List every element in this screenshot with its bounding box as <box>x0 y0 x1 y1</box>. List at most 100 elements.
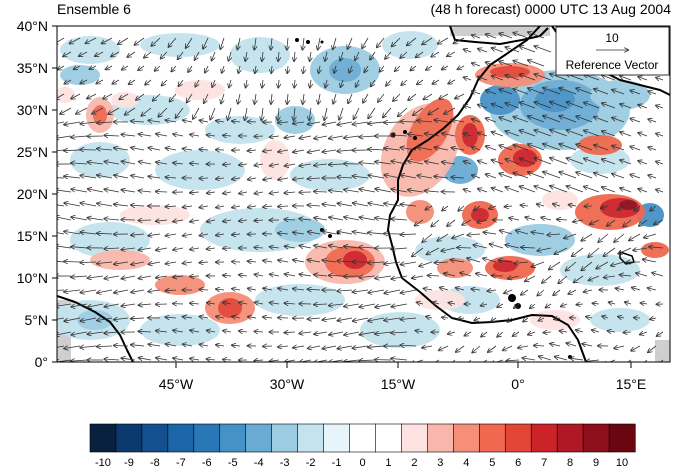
wind-vector <box>195 79 199 87</box>
wind-vector <box>71 93 81 99</box>
wind-vector <box>287 37 288 50</box>
wind-vector <box>532 232 545 234</box>
wind-vector <box>644 233 657 238</box>
wind-vector <box>451 359 456 362</box>
wind-vector <box>513 89 529 95</box>
wind-vector <box>338 346 353 349</box>
wind-vector <box>87 93 97 99</box>
wind-vector <box>248 150 257 151</box>
wind-vector <box>344 304 360 307</box>
wind-vector <box>359 360 376 361</box>
colorbar-swatch <box>115 423 143 453</box>
wind-vector <box>57 217 72 221</box>
wind-vector <box>593 303 600 304</box>
wind-vector <box>57 149 65 152</box>
colorbar-swatch <box>478 423 506 453</box>
wind-vector <box>254 247 264 248</box>
wind-vector <box>472 147 481 150</box>
wind-vector <box>584 187 600 193</box>
wind-vector <box>574 275 584 282</box>
wind-vector <box>401 79 408 85</box>
colorbar-label: -7 <box>176 457 186 469</box>
wind-vector <box>195 51 200 60</box>
wind-vector <box>499 61 513 67</box>
wind-vector <box>384 318 401 320</box>
wind-vector <box>114 318 129 320</box>
wind-vector <box>254 360 264 361</box>
wind-vector <box>70 37 81 44</box>
wind-vector <box>438 37 449 44</box>
wind-vector <box>607 219 616 226</box>
wind-vector <box>207 192 216 193</box>
wind-vector <box>338 318 353 321</box>
wind-vector <box>329 332 344 335</box>
wind-vector <box>245 51 247 61</box>
wind-vector <box>200 206 209 208</box>
wind-vector <box>521 205 529 206</box>
wind-vector <box>434 176 449 178</box>
wind-vector <box>412 247 424 256</box>
wind-vector <box>216 178 225 179</box>
wind-vector <box>474 205 481 210</box>
wind-vector <box>190 192 200 193</box>
wind-vector <box>408 161 424 165</box>
wind-vector <box>360 332 376 335</box>
wind-vector <box>368 262 385 263</box>
wind-vector <box>386 79 392 86</box>
wind-vector <box>638 161 648 164</box>
wind-vector <box>354 107 360 119</box>
wind-vector <box>261 107 263 120</box>
wind-vector <box>537 247 552 251</box>
wind-vector <box>64 122 81 125</box>
wind-vector <box>458 318 465 319</box>
wind-vector <box>648 119 657 122</box>
wind-vector <box>362 37 369 48</box>
wind-vector <box>448 80 456 84</box>
colorbar: -10 -9 -8 -7 -6 -5 -4 -3 -2 -1 0 1 2 3 4 5 6 7 8 9 10 <box>89 423 636 469</box>
wind-vector <box>97 346 113 347</box>
colorbar-label: 9 <box>593 457 599 469</box>
wind-vector <box>488 290 497 291</box>
wind-vector <box>400 122 417 123</box>
wind-vector <box>398 107 408 116</box>
wind-vector <box>437 233 449 241</box>
wind-vector <box>654 219 664 224</box>
wind-vector <box>248 206 257 207</box>
lon-label: 0° <box>511 376 524 392</box>
wind-vector <box>486 146 497 151</box>
wind-vector <box>170 93 177 102</box>
wind-vector <box>640 332 648 335</box>
wind-vector <box>416 331 424 332</box>
wind-vector <box>608 331 616 332</box>
lat-label: 0° <box>35 354 48 370</box>
wind-vector <box>491 359 504 362</box>
wind-vector <box>442 317 449 318</box>
wind-vector <box>131 345 145 346</box>
wind-vector <box>534 345 545 346</box>
colorbar-label: 5 <box>489 457 495 469</box>
wind-vector <box>576 172 593 179</box>
wind-vector <box>223 248 232 249</box>
wind-vector <box>173 276 184 277</box>
wind-vector <box>324 107 327 120</box>
wind-vector <box>543 172 561 179</box>
wind-vector <box>434 359 440 362</box>
wind-vector <box>64 317 81 321</box>
wind-vector <box>323 150 337 152</box>
wind-vector <box>513 173 529 179</box>
lon-label: 45°W <box>159 376 194 392</box>
wind-vector <box>216 289 225 290</box>
wind-vector <box>478 49 488 52</box>
wind-vector <box>183 344 193 346</box>
wind-vector <box>114 290 129 293</box>
colorbar-swatch <box>504 423 532 453</box>
wind-vector <box>139 162 152 164</box>
wind-vector <box>499 260 513 262</box>
wind-vector <box>472 119 481 122</box>
wind-vector <box>223 192 232 194</box>
wind-vector <box>368 289 385 293</box>
wind-vector <box>212 51 215 60</box>
wind-vector <box>97 318 113 321</box>
wind-vector <box>278 260 289 262</box>
wind-vector <box>375 162 392 164</box>
